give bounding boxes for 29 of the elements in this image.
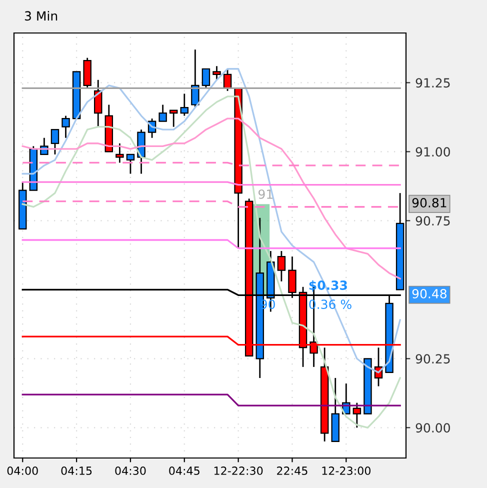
text: 90.48	[412, 288, 446, 298]
candlestick	[277, 250, 286, 282]
y-tick-label: 91.00	[416, 147, 450, 157]
y-tick-label: 90.00	[416, 423, 450, 433]
y-tick-label: 91.25	[416, 78, 450, 88]
x-tick-label: 04:15	[61, 466, 92, 475]
candlestick	[169, 110, 178, 128]
candlestick	[126, 154, 135, 174]
candlestick	[352, 402, 362, 428]
candlestick	[180, 93, 188, 116]
chart-title: 3 Min	[24, 10, 58, 21]
y-tick-label: 90.75	[416, 216, 450, 226]
candlestick	[191, 48, 200, 108]
candlestick	[202, 68, 210, 89]
candlestick	[62, 115, 70, 139]
y-tick-label: 90.25	[416, 354, 450, 364]
x-tick-label: 04:30	[115, 466, 146, 475]
x-tick-label: 12-23:00	[322, 466, 370, 475]
candlestick	[212, 65, 221, 81]
text: 90.81	[412, 198, 446, 208]
line-series	[22, 118, 401, 280]
x-tick-label: 04:00	[7, 466, 38, 475]
x-tick-label: 22:45	[277, 466, 308, 475]
x-tick-label: 04:45	[169, 466, 200, 475]
candlestick	[158, 104, 167, 122]
x-tick-label: 12-22:30	[214, 466, 263, 475]
annotation: $0.33	[309, 280, 347, 292]
candlestick	[116, 142, 124, 164]
candlestick	[50, 128, 60, 156]
